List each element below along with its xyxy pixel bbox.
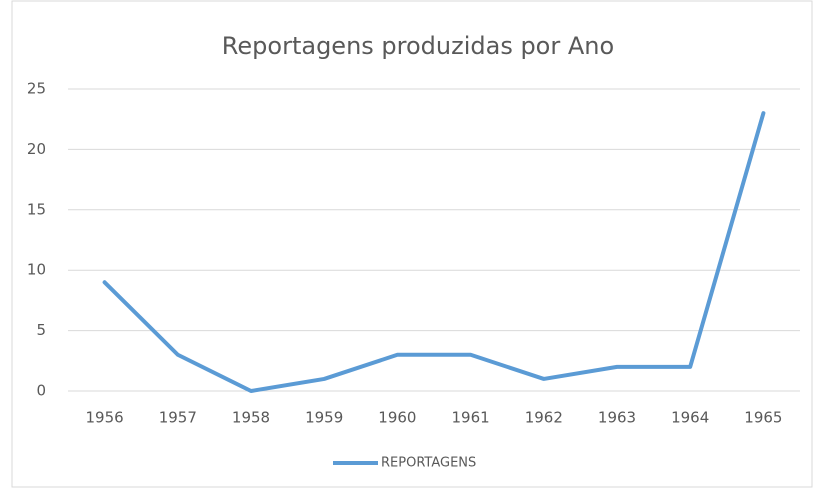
x-tick-label: 1958 [232, 409, 270, 427]
y-tick-label: 20 [27, 140, 46, 158]
y-tick-label: 25 [27, 80, 46, 98]
x-tick-label: 1963 [598, 409, 636, 427]
legend-label: REPORTAGENS [381, 456, 476, 471]
x-tick-label: 1964 [671, 409, 709, 427]
y-tick-label: 15 [27, 200, 46, 218]
data-line [102, 111, 766, 393]
x-tick-label: 1961 [452, 409, 490, 427]
chart-border [11, 0, 813, 488]
y-tick-label: 10 [27, 261, 46, 279]
y-tick-label: 0 [36, 382, 46, 400]
x-tick-label: 1956 [86, 409, 124, 427]
x-tick-label: 1959 [305, 409, 343, 427]
x-tick-label: 1965 [744, 409, 782, 427]
x-tick-label: 1960 [378, 409, 416, 427]
x-tick-label: 1957 [159, 409, 197, 427]
y-tick-label: 5 [36, 321, 46, 339]
x-tick-label: 1962 [525, 409, 563, 427]
chart-title: Reportagens produzidas por Ano [222, 32, 614, 60]
